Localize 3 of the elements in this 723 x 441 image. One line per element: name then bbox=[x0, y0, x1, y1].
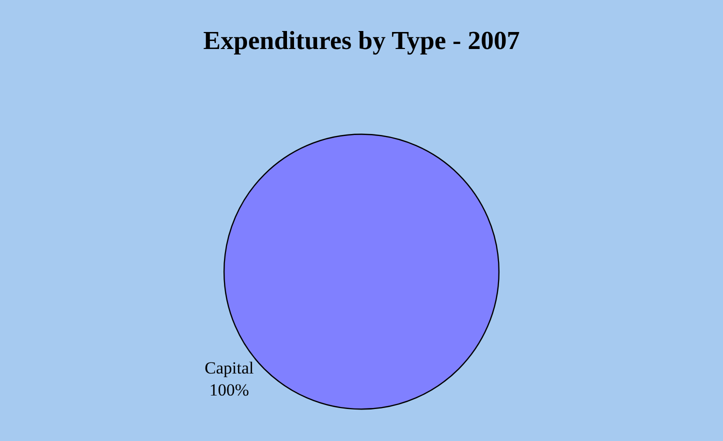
chart-title: Expenditures by Type - 2007 bbox=[203, 26, 520, 56]
data-label: 100% bbox=[209, 380, 250, 400]
slice-label: Capital bbox=[204, 358, 254, 378]
